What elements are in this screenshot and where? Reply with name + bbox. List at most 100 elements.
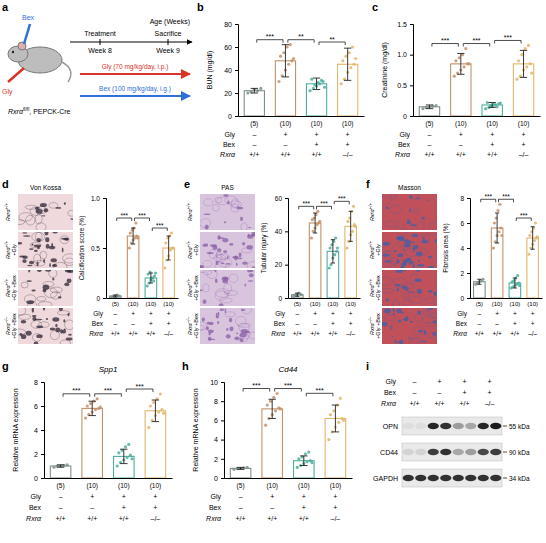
stain-spot [60, 329, 62, 334]
y-tick-label: 0 [278, 295, 282, 302]
micrograph [200, 194, 255, 230]
condition-value: – [313, 320, 317, 327]
stain-spot [67, 313, 69, 317]
data-point [130, 457, 133, 460]
stain-spot [394, 340, 396, 344]
image-row-label: Rxrα–/– [186, 317, 193, 335]
stain-spot [29, 248, 34, 250]
y-tick-label: 10 [210, 379, 218, 386]
tissue-texture [32, 232, 45, 241]
data-point [530, 71, 533, 74]
gene: Rxrα [187, 209, 193, 222]
panel-letter: g [2, 360, 9, 372]
data-point [94, 408, 97, 411]
stain-spot [241, 309, 246, 311]
y-tick-label: 40 [275, 228, 283, 235]
micrograph-ground [382, 232, 437, 268]
data-point [89, 402, 92, 405]
bar [309, 223, 321, 298]
condition-value: + [490, 141, 494, 148]
data-point [125, 456, 128, 459]
n-label: (5) [57, 482, 65, 490]
stain-spot [226, 334, 231, 338]
condition-value: + [331, 320, 335, 327]
gene: Rxrα [369, 209, 375, 222]
condition-value: + [167, 320, 171, 327]
micrograph [382, 270, 437, 306]
genotype: +/+ [186, 241, 191, 248]
data-point [453, 75, 456, 78]
stain-spot [382, 322, 388, 327]
micrograph-ground [200, 232, 255, 268]
image-row-label: +Gly +Bex [11, 313, 17, 339]
data-point [157, 410, 160, 413]
condition-label: Rxrα [271, 330, 285, 337]
condition-value: + [490, 131, 494, 138]
stain-spot [34, 342, 39, 344]
y-tick-mark [41, 454, 44, 455]
blot-band [428, 449, 439, 455]
stain-spot [413, 264, 415, 268]
condition-value: + [513, 320, 517, 327]
tissue-texture [413, 327, 425, 335]
dose-label: Gly (70 mg/kg/day, i.p.) [102, 63, 169, 71]
tissue-texture [65, 320, 73, 330]
timeline-label: Week 8 [88, 47, 112, 54]
stain-spot [408, 337, 411, 339]
significance-label: *** [502, 193, 510, 200]
micrograph [200, 232, 255, 268]
condition-value: – [296, 310, 300, 317]
stain-spot [206, 252, 213, 254]
data-point [520, 53, 523, 56]
x-axis [45, 478, 173, 480]
genotype: –/– [4, 317, 9, 324]
stain-spot [424, 330, 426, 335]
y-tick-mark [467, 198, 470, 199]
plot-marks [419, 44, 533, 116]
data-point [434, 104, 437, 107]
drug-label: Bex [22, 14, 35, 21]
stain-spot [405, 287, 409, 291]
data-point [525, 65, 528, 68]
condition-value: + [331, 310, 335, 317]
y-tick-label: 8 [460, 195, 464, 202]
stain-spot [427, 308, 434, 310]
y-axis: 02468 [34, 379, 44, 482]
stain-spot [428, 290, 433, 293]
tissue-texture [30, 242, 41, 248]
y-tick: 0 [403, 113, 413, 120]
genotype: +/+ [368, 203, 373, 210]
stain-spot [418, 330, 424, 333]
condition-value: +/+ [311, 151, 321, 158]
y-tick-mark [103, 298, 106, 299]
error-bar [331, 240, 335, 263]
data-point [527, 253, 530, 256]
tissue-texture [216, 289, 230, 298]
n-label: (10) [342, 120, 354, 128]
data-point [146, 284, 149, 287]
condition-label: Gly [386, 378, 397, 386]
data-point [256, 89, 259, 92]
n-label: (10) [328, 301, 339, 307]
dose-label: Bex (100 mg/kg/day, i.g.) [99, 85, 171, 93]
y-tick-label: 1.0 [91, 195, 100, 202]
stain-spot [22, 259, 26, 263]
data-point [310, 236, 313, 239]
stain-spot [222, 277, 228, 282]
stain-spot [209, 322, 213, 326]
panel-letter: a [2, 1, 9, 13]
data-point [334, 236, 337, 239]
stain-spot [416, 251, 423, 256]
blot-band [478, 423, 489, 429]
y-tick-label: 1.0 [397, 51, 407, 58]
panel-letter: e [184, 178, 190, 190]
significance-label: *** [504, 34, 512, 41]
genotype: +/+ [186, 279, 191, 286]
stain-spot [62, 247, 64, 252]
y-tick-label: 80 [224, 21, 232, 28]
data-point [279, 55, 282, 58]
data-point [458, 56, 461, 59]
stain-spot [391, 336, 393, 337]
data-point [297, 457, 300, 460]
stain-spot [410, 321, 413, 323]
